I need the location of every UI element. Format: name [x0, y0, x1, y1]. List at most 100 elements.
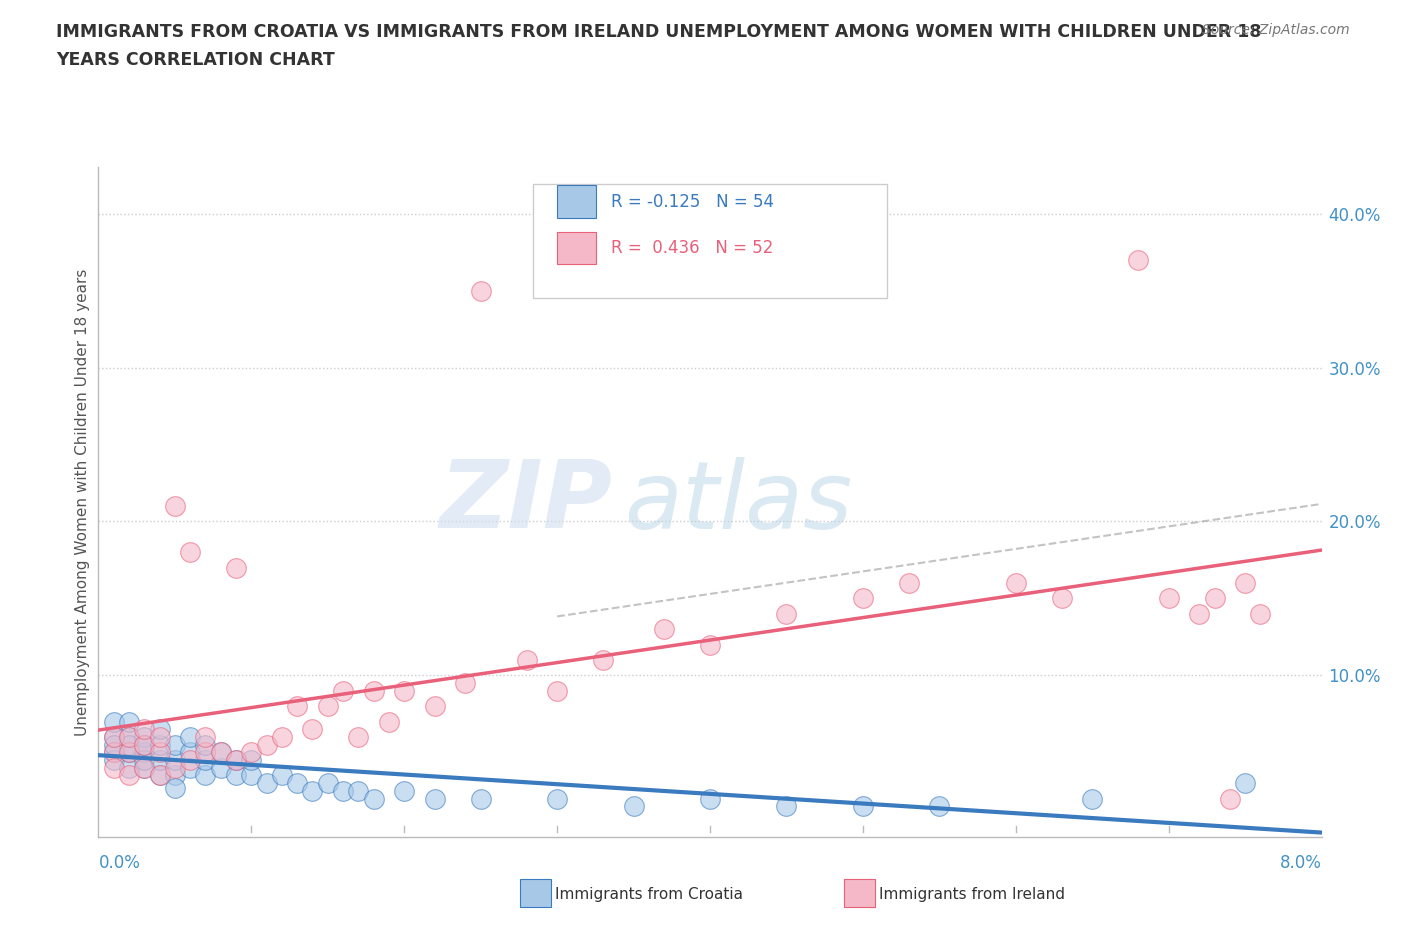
Y-axis label: Unemployment Among Women with Children Under 18 years: Unemployment Among Women with Children U…	[75, 269, 90, 736]
Point	[103, 761, 125, 776]
Point	[516, 653, 538, 668]
Point	[285, 698, 308, 713]
Point	[103, 729, 125, 744]
Point	[592, 653, 614, 668]
Point	[163, 768, 186, 783]
Point	[546, 684, 568, 698]
Point	[163, 780, 186, 795]
Point	[1050, 591, 1073, 605]
Point	[623, 799, 645, 814]
Point	[270, 729, 294, 744]
Point	[1157, 591, 1180, 605]
Point	[699, 791, 721, 806]
Point	[225, 560, 247, 575]
Point	[134, 722, 156, 737]
Point	[301, 783, 323, 798]
Point	[256, 737, 278, 752]
Point	[134, 729, 156, 744]
Point	[209, 761, 232, 776]
Point	[149, 752, 172, 767]
Point	[134, 761, 156, 776]
Point	[1004, 576, 1026, 591]
Point	[454, 675, 477, 690]
Point	[852, 591, 875, 605]
Point	[316, 776, 339, 790]
Point	[179, 729, 201, 744]
Point	[225, 752, 247, 767]
Point	[1204, 591, 1226, 605]
Point	[118, 745, 141, 760]
Point	[149, 722, 172, 737]
Text: IMMIGRANTS FROM CROATIA VS IMMIGRANTS FROM IRELAND UNEMPLOYMENT AMONG WOMEN WITH: IMMIGRANTS FROM CROATIA VS IMMIGRANTS FR…	[56, 23, 1261, 41]
Point	[897, 576, 920, 591]
Point	[118, 737, 141, 752]
Point	[1188, 606, 1211, 621]
Point	[163, 737, 186, 752]
Point	[225, 752, 247, 767]
Point	[103, 745, 125, 760]
Point	[928, 799, 950, 814]
Point	[301, 722, 323, 737]
Point	[332, 783, 354, 798]
Point	[149, 768, 172, 783]
Point	[118, 729, 141, 744]
Point	[1128, 252, 1150, 267]
Text: atlas: atlas	[624, 457, 852, 548]
Point	[347, 729, 370, 744]
Point	[240, 752, 263, 767]
Point	[179, 761, 201, 776]
Point	[134, 752, 156, 767]
Point	[240, 745, 263, 760]
Point	[103, 737, 125, 752]
Point	[118, 729, 141, 744]
Point	[134, 761, 156, 776]
Point	[225, 768, 247, 783]
Text: Source: ZipAtlas.com: Source: ZipAtlas.com	[1202, 23, 1350, 37]
Point	[149, 745, 172, 760]
Point	[347, 783, 370, 798]
Point	[699, 637, 721, 652]
Point	[194, 768, 217, 783]
Point	[652, 622, 675, 637]
Point	[163, 498, 186, 513]
Point	[392, 783, 416, 798]
Point	[103, 752, 125, 767]
Point	[118, 768, 141, 783]
Point	[363, 791, 385, 806]
Point	[103, 729, 125, 744]
Point	[194, 752, 217, 767]
Point	[1249, 606, 1271, 621]
Point	[163, 761, 186, 776]
FancyBboxPatch shape	[533, 184, 887, 298]
Point	[1234, 776, 1257, 790]
Point	[179, 752, 201, 767]
Text: R = -0.125   N = 54: R = -0.125 N = 54	[612, 193, 773, 210]
Point	[134, 745, 156, 760]
Point	[378, 714, 401, 729]
Point	[256, 776, 278, 790]
Text: Immigrants from Croatia: Immigrants from Croatia	[555, 887, 744, 902]
Point	[134, 737, 156, 752]
FancyBboxPatch shape	[557, 185, 596, 218]
Text: YEARS CORRELATION CHART: YEARS CORRELATION CHART	[56, 51, 335, 69]
Point	[285, 776, 308, 790]
Point	[209, 745, 232, 760]
Point	[775, 799, 797, 814]
Point	[546, 791, 568, 806]
Text: R =  0.436   N = 52: R = 0.436 N = 52	[612, 239, 773, 258]
Point	[118, 761, 141, 776]
Point	[775, 606, 797, 621]
Text: Immigrants from Ireland: Immigrants from Ireland	[879, 887, 1064, 902]
Point	[240, 768, 263, 783]
Point	[470, 283, 492, 298]
Point	[149, 768, 172, 783]
Point	[1081, 791, 1104, 806]
Point	[1234, 576, 1257, 591]
Point	[194, 737, 217, 752]
Point	[332, 684, 354, 698]
Point	[1219, 791, 1241, 806]
Point	[209, 745, 232, 760]
Point	[194, 729, 217, 744]
Point	[363, 684, 385, 698]
Text: 0.0%: 0.0%	[98, 854, 141, 871]
